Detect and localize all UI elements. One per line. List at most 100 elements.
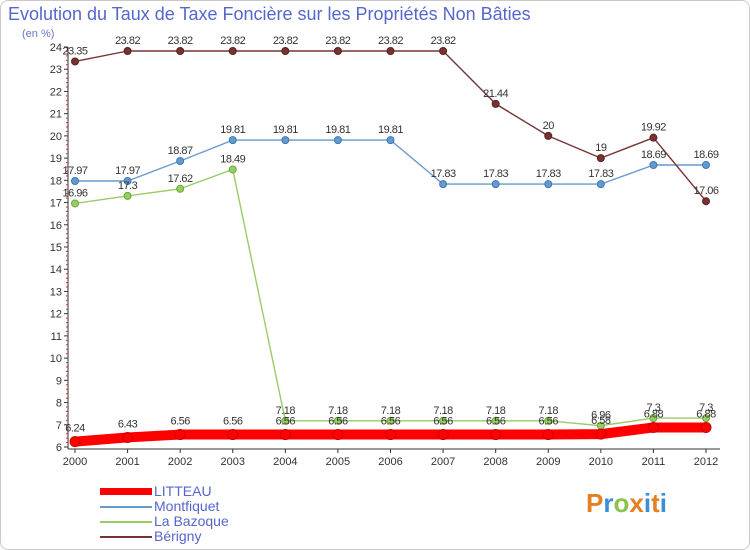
- data-label-montfiquet-2001: 17.97: [115, 165, 140, 177]
- data-label-montfiquet-2003: 19.81: [220, 124, 245, 136]
- legend-label-la-bazoque: La Bazoque: [154, 513, 229, 529]
- data-point-litteau-2006: [385, 429, 396, 441]
- data-point-montfiquet-2009: [544, 180, 553, 189]
- data-point-montfiquet-2012: [702, 161, 710, 169]
- data-label-la-bazoque-2005: 7.18: [328, 405, 348, 417]
- data-label-la-bazoque-2007: 7.18: [433, 405, 453, 417]
- data-point-litteau-2000: [69, 436, 81, 448]
- y-tick-label-10: 10: [50, 353, 62, 365]
- logo-letter: o: [613, 488, 630, 518]
- proxiti-logo: Proxiti: [586, 488, 667, 519]
- logo-letter: i: [659, 488, 667, 518]
- y-tick-label-13: 13: [50, 286, 62, 298]
- y-tick-label-8: 8: [56, 398, 62, 410]
- data-label-berigny-2012: 17.06: [693, 185, 718, 197]
- data-label-berigny-2010: 19: [595, 142, 607, 154]
- data-point-montfiquet-2007: [439, 180, 448, 189]
- legend-label-montfiquet: Montfiquet: [154, 498, 220, 514]
- data-point-berigny-2006: [386, 47, 395, 55]
- data-point-la-bazoque-2003: [228, 165, 237, 174]
- y-tick-label-19: 19: [50, 153, 62, 165]
- data-point-litteau-2009: [542, 429, 554, 441]
- data-point-la-bazoque-2005: [333, 416, 342, 425]
- legend-swatch-berigny: [100, 536, 152, 538]
- x-tick-label-2006: 2006: [378, 456, 402, 468]
- data-label-montfiquet-2010: 17.83: [588, 168, 613, 180]
- data-point-berigny-2005: [333, 47, 342, 55]
- data-point-la-bazoque-2001: [123, 191, 132, 200]
- logo-letter: x: [629, 488, 644, 518]
- legend-item-berigny: Bérigny: [100, 528, 340, 544]
- y-tick-label-6: 6: [56, 442, 62, 454]
- data-label-la-bazoque-2001: 17.3: [118, 180, 138, 192]
- logo-letter: t: [651, 488, 660, 518]
- data-label-berigny-2007: 23.82: [431, 35, 456, 47]
- data-point-litteau-2011: [647, 421, 659, 433]
- data-point-montfiquet-2011: [649, 161, 658, 169]
- data-point-la-bazoque-2006: [386, 416, 395, 425]
- y-tick-label-22: 22: [50, 86, 62, 98]
- y-tick-label-7: 7: [56, 420, 62, 432]
- legend-swatch-montfiquet: [100, 506, 152, 508]
- data-point-la-bazoque-2009: [544, 416, 553, 425]
- data-point-berigny-2009: [544, 131, 553, 140]
- chart-subtitle: (en %): [22, 28, 55, 40]
- data-label-la-bazoque-2004: 7.18: [276, 405, 296, 417]
- data-point-la-bazoque-2011: [649, 414, 658, 423]
- data-point-montfiquet-2004: [281, 136, 290, 145]
- data-point-montfiquet-2002: [176, 157, 185, 165]
- data-label-la-bazoque-2000: 16.96: [62, 187, 87, 199]
- legend-item-montfiquet: Montfiquet: [100, 498, 340, 514]
- data-point-litteau-2003: [227, 429, 239, 441]
- data-point-berigny-2011: [649, 133, 658, 142]
- data-label-montfiquet-2005: 19.81: [325, 124, 350, 136]
- data-point-montfiquet-2005: [333, 136, 342, 145]
- data-label-berigny-2009: 20: [543, 120, 555, 132]
- y-tick-label-9: 9: [56, 375, 62, 387]
- data-point-la-bazoque-2012: [702, 414, 710, 423]
- data-label-litteau-2008: 6.56: [486, 416, 506, 428]
- legend-label-berigny: Bérigny: [154, 528, 202, 544]
- x-tick-label-2000: 2000: [63, 456, 87, 468]
- legend: LITTEAU Montfiquet La Bazoque Bérigny: [100, 483, 340, 544]
- x-tick-label-2008: 2008: [483, 456, 507, 468]
- data-label-berigny-2011: 19.92: [641, 122, 666, 134]
- data-point-litteau-2007: [437, 429, 449, 441]
- x-tick-label-2001: 2001: [115, 456, 139, 468]
- data-point-montfiquet-2008: [491, 180, 500, 189]
- y-tick-label-21: 21: [50, 109, 62, 121]
- data-point-montfiquet-2000: [71, 177, 79, 185]
- x-tick-label-2009: 2009: [536, 456, 560, 468]
- data-label-montfiquet-2002: 18.87: [168, 145, 193, 157]
- data-label-la-bazoque-2006: 7.18: [381, 405, 401, 417]
- logo-letter: i: [643, 488, 652, 518]
- data-point-berigny-2003: [228, 47, 237, 55]
- data-label-la-bazoque-2009: 7.18: [539, 405, 559, 417]
- y-tick-label-16: 16: [50, 220, 62, 232]
- data-label-berigny-2002: 23.82: [168, 35, 193, 47]
- data-label-litteau-2000: 6.24: [65, 423, 85, 435]
- data-label-berigny-2003: 23.82: [220, 35, 245, 47]
- data-label-berigny-2004: 23.82: [273, 35, 298, 47]
- data-label-montfiquet-2000: 17.97: [62, 165, 87, 177]
- data-point-litteau-2002: [174, 429, 186, 441]
- y-tick-label-17: 17: [50, 198, 62, 210]
- data-point-la-bazoque-2000: [71, 199, 79, 208]
- x-tick-label-2004: 2004: [273, 456, 297, 468]
- data-point-montfiquet-2010: [596, 180, 605, 189]
- data-label-litteau-2007: 6.56: [433, 416, 453, 428]
- x-tick-label-2012: 2012: [694, 456, 718, 468]
- data-point-litteau-2012: [700, 421, 712, 433]
- data-point-la-bazoque-2007: [439, 416, 448, 425]
- data-label-montfiquet-2009: 17.83: [536, 168, 561, 180]
- data-point-la-bazoque-2004: [281, 416, 290, 425]
- x-tick-label-2010: 2010: [589, 456, 613, 468]
- data-point-litteau-2005: [332, 429, 344, 441]
- data-point-montfiquet-2003: [228, 136, 237, 145]
- logo-letter: P: [586, 488, 604, 518]
- data-point-litteau-2001: [122, 431, 134, 443]
- data-label-la-bazoque-2003: 18.49: [220, 153, 245, 165]
- data-point-litteau-2008: [490, 429, 502, 441]
